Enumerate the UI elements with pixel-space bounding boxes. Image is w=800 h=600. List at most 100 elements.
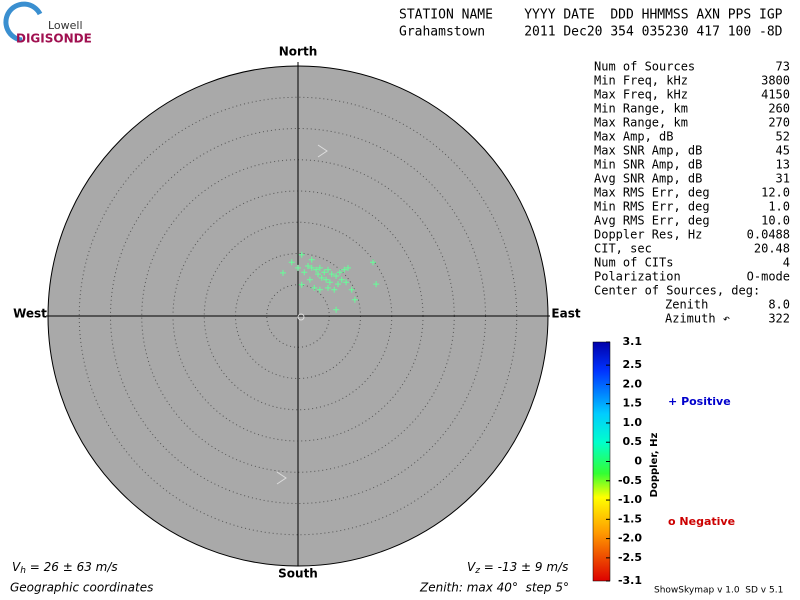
- source-point: [343, 279, 350, 286]
- stat-value: 270: [768, 116, 790, 130]
- stat-label: Num of Sources: [594, 60, 695, 74]
- source-point: [325, 284, 331, 291]
- colorbar-tick-label: -1.0: [618, 493, 642, 506]
- stat-value: 73: [776, 60, 790, 74]
- vh-text: Vh = 26 ± 63 m/s: [12, 560, 118, 576]
- colorbar-tick-label: -3.1: [618, 574, 642, 587]
- source-point: [308, 264, 315, 271]
- stat-label: Num of CITs: [594, 256, 673, 270]
- source-point: [318, 274, 325, 281]
- legend-negative: o Negative: [668, 515, 735, 528]
- source-point: [288, 259, 295, 266]
- south-label: South: [278, 567, 318, 581]
- colorbar-tick-label: 1.0: [623, 416, 643, 429]
- stat-value: 260: [768, 102, 790, 116]
- stat-label: Min SNR Amp, dB: [594, 158, 702, 172]
- source-point: [333, 306, 340, 313]
- source-point: [336, 269, 343, 276]
- source-point: [295, 264, 301, 271]
- vz-sub: z: [474, 566, 480, 576]
- source-point: [316, 286, 323, 293]
- stat-value: 45: [776, 144, 790, 158]
- source-point: [323, 276, 330, 283]
- colorbar-tick-label: 2.5: [623, 358, 643, 371]
- vh-symbol: V: [12, 560, 21, 574]
- source-point: [280, 269, 286, 276]
- source-point: [311, 284, 318, 291]
- source-point: [298, 281, 305, 288]
- header-values: Grahamstown 2011 Dec20 354 035230 417 10…: [399, 25, 783, 40]
- legend-symbol: +: [668, 395, 677, 408]
- legend-text: Negative: [679, 515, 735, 528]
- stat-value: 4: [783, 256, 790, 270]
- source-point: [345, 264, 351, 271]
- source-point: [305, 263, 311, 269]
- stat-label: Min Freq, kHz: [594, 74, 688, 88]
- legend-text: Positive: [681, 395, 731, 408]
- center-label: Azimuth ↶: [665, 312, 730, 326]
- colorbar-tick-label: -1.5: [618, 512, 642, 525]
- header-columns: STATION NAME YYYY DATE DDD HHMMSS AXN PP…: [399, 8, 783, 23]
- stat-label: Max SNR Amp, dB: [594, 144, 702, 158]
- stat-label: Min Range, km: [594, 102, 688, 116]
- version: ShowSkymap v 1.0 SD v 5.1: [654, 586, 783, 596]
- colorbar-tick-label: 0.5: [623, 435, 643, 448]
- stat-value: 3800: [761, 74, 790, 88]
- vz-symbol: V: [467, 560, 476, 574]
- colorbar-tick-label: -0.5: [618, 474, 642, 487]
- source-point: [333, 273, 340, 279]
- source-point: [348, 286, 355, 293]
- vz-value: = -13 ± 9 m/s: [480, 560, 568, 574]
- source-point: [335, 281, 341, 288]
- coords-note: Geographic coordinates: [10, 581, 153, 595]
- logo-arc: [3, 1, 43, 43]
- source-point: [308, 256, 315, 263]
- stat-value: 10.0: [761, 214, 790, 228]
- center-value: 8.0: [768, 298, 790, 312]
- stat-value: 13: [776, 158, 790, 172]
- stat-label: Doppler Res, Hz: [594, 228, 702, 242]
- stat-value: 31: [776, 172, 790, 186]
- stat-label: Max Range, km: [594, 116, 688, 130]
- center-title: Center of Sources, deg:: [594, 284, 760, 298]
- center-value: 322: [768, 312, 790, 326]
- arrow-marker: [317, 144, 328, 158]
- source-point: [351, 296, 358, 303]
- source-point: [298, 251, 305, 258]
- source-point: [315, 271, 321, 278]
- source-point: [328, 271, 335, 278]
- colorbar-tick-label: 2.0: [623, 377, 643, 390]
- source-point: [331, 286, 338, 293]
- stat-label: Polarization: [594, 270, 681, 284]
- source-point: [301, 269, 308, 276]
- stat-label: Avg RMS Err, deg: [594, 214, 710, 228]
- vh-value: = 26 ± 63 m/s: [26, 560, 118, 574]
- colorbar-tick-label: -2.0: [618, 532, 642, 545]
- colorbar-label: Doppler, Hz: [649, 433, 660, 498]
- stat-value: 4150: [761, 88, 790, 102]
- stat-value: 12.0: [761, 186, 790, 200]
- source-point: [306, 276, 313, 283]
- east-label: East: [551, 307, 580, 321]
- source-point: [325, 266, 331, 273]
- colorbar-tick-label: 0: [634, 455, 642, 468]
- stat-label: Max RMS Err, deg: [594, 186, 710, 200]
- stat-value: 1.0: [768, 200, 790, 214]
- west-label: West: [13, 307, 47, 321]
- colorbar-tick-label: 3.1: [623, 335, 643, 348]
- source-point: [326, 279, 333, 286]
- center-marker: [297, 313, 305, 321]
- legend-positive: + Positive: [668, 395, 731, 408]
- stat-label: Avg SNR Amp, dB: [594, 172, 702, 186]
- colorbar-tick-label: 1.5: [623, 397, 643, 410]
- center-label: Zenith: [665, 298, 708, 312]
- legend-symbol: o: [668, 515, 676, 528]
- stat-value: O-mode: [747, 270, 790, 284]
- stat-value: 52: [776, 130, 790, 144]
- source-point: [341, 266, 348, 273]
- stat-value: 0.0488: [747, 228, 790, 242]
- source-point: [373, 281, 380, 288]
- stat-label: Max Freq, kHz: [594, 88, 688, 102]
